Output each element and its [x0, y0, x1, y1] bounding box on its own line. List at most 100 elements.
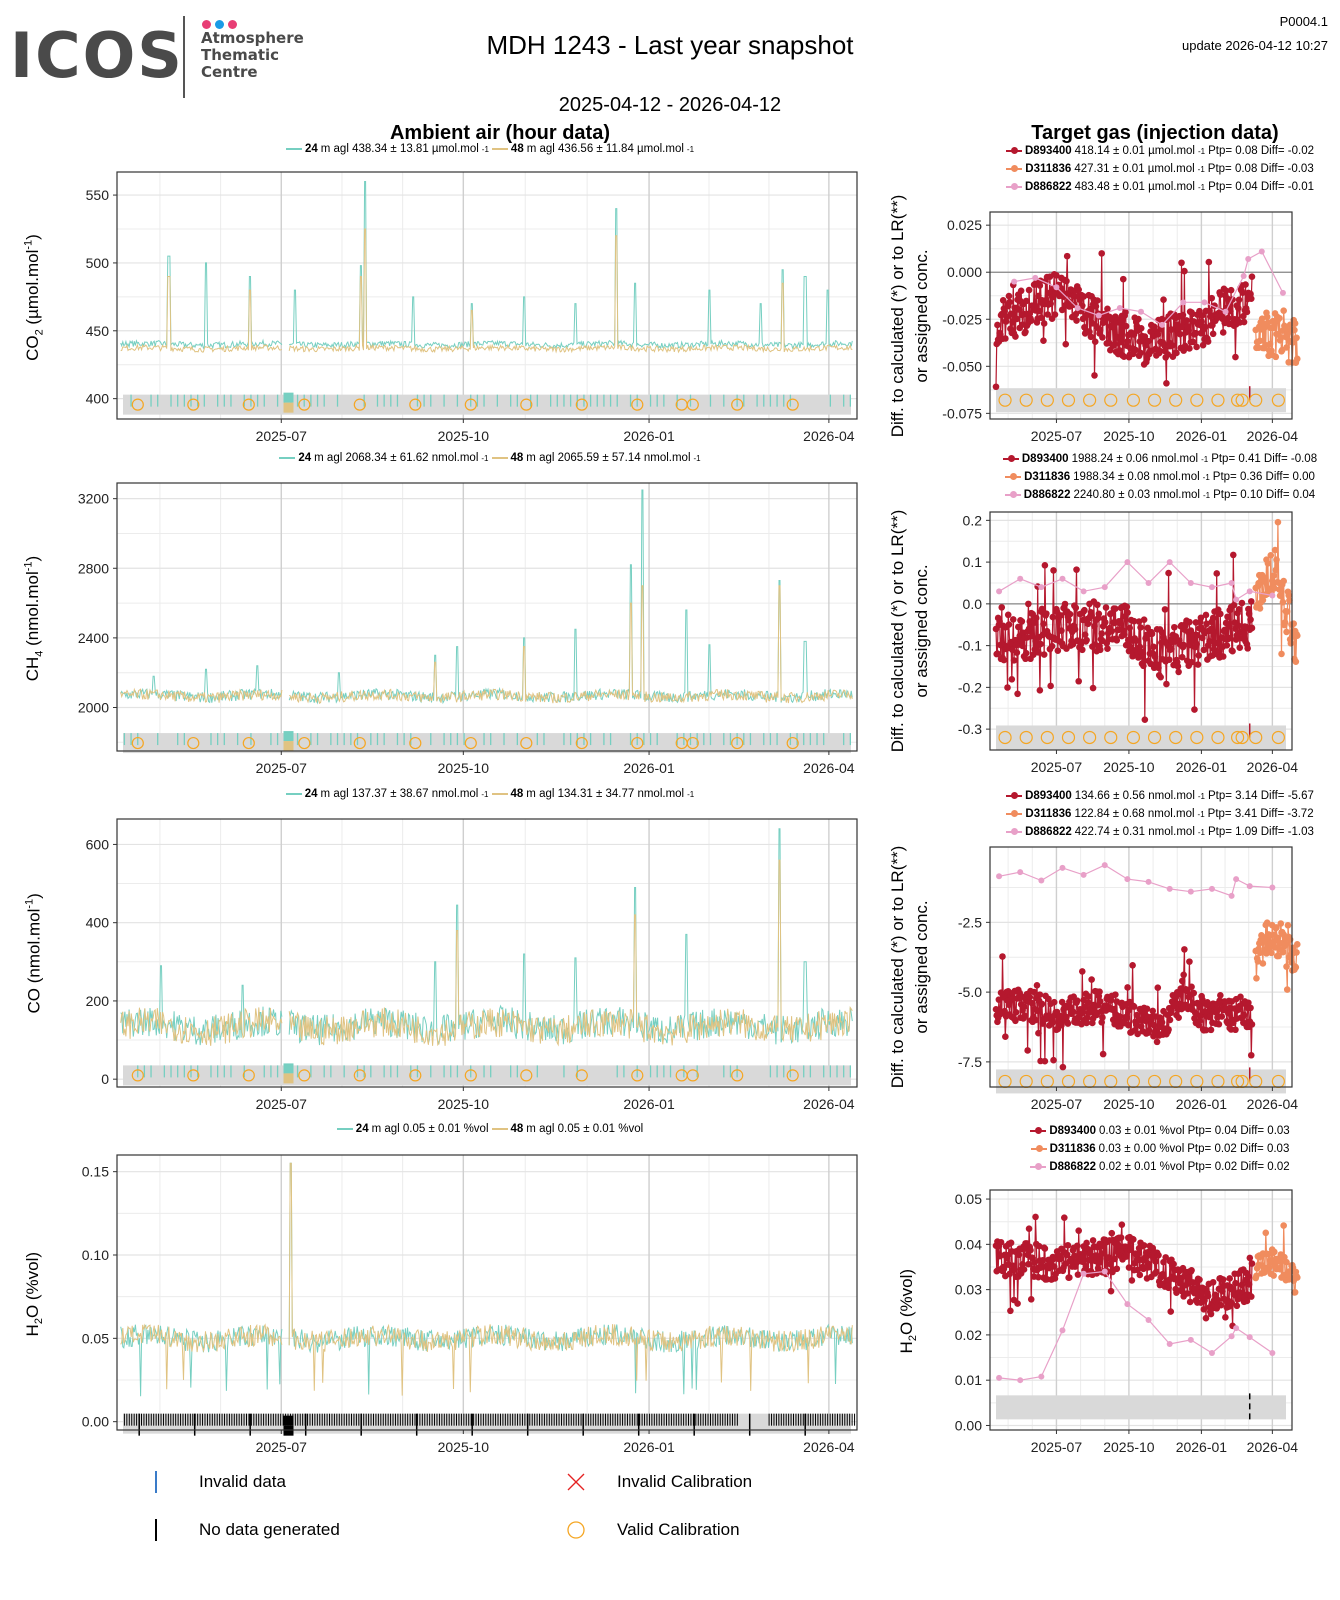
y-tick-label: -0.3	[958, 721, 982, 737]
data-point	[1124, 1301, 1131, 1308]
legend-no-data: No data generated	[150, 1519, 340, 1541]
data-point	[1050, 567, 1057, 574]
data-point	[1022, 655, 1029, 663]
data-point	[1245, 610, 1253, 618]
data-point	[1002, 335, 1009, 342]
data-point	[1277, 334, 1285, 342]
legend-text: m agl 0.05 ± 0.01 %vol	[371, 1123, 489, 1135]
data-point	[1062, 340, 1070, 348]
data-point	[1243, 1297, 1251, 1305]
legend-sup: -1	[481, 144, 489, 154]
legend-item-48m: 48 m agl 0.05 ± 0.01 %vol	[491, 1123, 643, 1135]
data-point	[1259, 960, 1267, 967]
x-tick-label: 2026-01	[623, 760, 675, 776]
data-point	[1101, 619, 1109, 626]
logo-dot-icon	[202, 20, 211, 29]
data-point	[1123, 603, 1131, 611]
data-point	[1024, 1047, 1031, 1054]
logo-line: Thematic	[201, 46, 280, 64]
data-point	[1165, 569, 1172, 577]
data-point	[1181, 267, 1188, 275]
data-point	[1283, 344, 1290, 351]
data-point	[1235, 296, 1243, 304]
legend-level: 48	[510, 1123, 524, 1135]
ambient-chart-co: 0 200 400 600 2025-07 2025-10 2026-01 2026-04	[86, 818, 858, 1112]
invalid-data-tick-icon	[155, 1471, 157, 1493]
y-tick-label: 3200	[78, 491, 109, 507]
data-point	[1063, 1251, 1071, 1258]
data-point	[1232, 1026, 1239, 1034]
legend-stats: Ptp= 0.36 Diff= 0.00	[1212, 471, 1315, 483]
major-gridlines	[117, 172, 857, 419]
legend-text: m agl 134.31 ± 34.77 nmol.mol	[526, 788, 685, 800]
x-tick-label: 2025-07	[256, 428, 308, 444]
valid-calibration-marker	[1190, 393, 1204, 407]
legend-label: No data generated	[199, 1520, 340, 1539]
valid-calibration-marker	[464, 398, 477, 411]
data-point	[1198, 318, 1205, 325]
data-point	[1012, 636, 1019, 644]
data-point	[1063, 277, 1070, 285]
valid-calibrations	[998, 730, 1285, 745]
legend-cylinder-id: D893400	[1021, 453, 1069, 465]
data-point	[1129, 962, 1136, 969]
data-point	[1013, 315, 1021, 323]
data-point	[1238, 599, 1246, 607]
flag-band	[996, 1069, 1286, 1094]
axis-ticks: 0.00 0.05 0.10 0.15 2025-07 2025-10 2026-01 202…	[82, 1164, 855, 1455]
data-point	[1223, 642, 1231, 649]
data-point	[1074, 304, 1081, 311]
data-point	[1248, 624, 1256, 632]
data-point	[1005, 621, 1013, 628]
data-point	[1080, 588, 1087, 595]
data-point	[1205, 258, 1213, 266]
data-point	[1201, 299, 1208, 306]
data-point	[1168, 645, 1175, 653]
data-point	[1056, 1012, 1064, 1020]
data-point	[1271, 546, 1279, 554]
data-point	[1292, 658, 1300, 665]
data-point	[1229, 551, 1237, 559]
data-point	[1082, 1262, 1090, 1270]
legend-line-icon	[491, 457, 508, 459]
legend-text: 134.66 ± 0.56 nmol.mol	[1074, 790, 1195, 802]
data-point	[1196, 1017, 1203, 1025]
data-point	[1263, 950, 1270, 957]
legend-point-line-icon	[1005, 183, 1022, 190]
data-point	[1247, 295, 1255, 302]
valid-calibration-marker	[1211, 730, 1225, 745]
data-point	[1154, 330, 1162, 338]
data-point	[1293, 949, 1300, 956]
data-point	[1283, 628, 1290, 636]
legend-cylinder-id: D886822	[1025, 826, 1072, 838]
data-point	[1253, 1272, 1260, 1280]
valid-calibration-marker	[1147, 393, 1162, 407]
valid-calibration-marker	[1083, 730, 1097, 745]
data-point	[1191, 706, 1198, 713]
data-point	[1080, 293, 1088, 300]
legend-item-D311836: D311836 427.31 ± 0.01 µmol.mol -1 Ptp= 0.08…	[985, 160, 1335, 178]
data-point	[1140, 1242, 1148, 1249]
data-point	[1125, 1021, 1132, 1029]
data-point	[1137, 624, 1144, 631]
data-point	[1178, 259, 1185, 267]
legend-point-line-icon	[1006, 792, 1023, 799]
valid-calibration-marker	[686, 736, 699, 750]
data-point	[1242, 281, 1249, 288]
legend-cylinder-id: D886822	[1049, 1161, 1096, 1173]
plot-border	[116, 482, 858, 752]
data-point	[1208, 885, 1215, 892]
data-point	[1246, 1254, 1254, 1262]
data-point	[1035, 1029, 1042, 1037]
data-point	[1209, 1278, 1217, 1286]
data-point	[1287, 640, 1295, 647]
data-point	[1032, 274, 1039, 281]
data-point	[1167, 1308, 1175, 1315]
legend-stats: Ptp= 0.10 Diff= 0.04	[1213, 489, 1316, 501]
data-point	[1139, 652, 1146, 660]
legend-line-icon	[285, 148, 302, 150]
valid-calibration-marker	[1169, 730, 1183, 745]
data-point	[1079, 1009, 1087, 1016]
legend-cylinder-id: D893400	[1024, 145, 1072, 157]
legend-sup: -1	[1197, 146, 1206, 156]
